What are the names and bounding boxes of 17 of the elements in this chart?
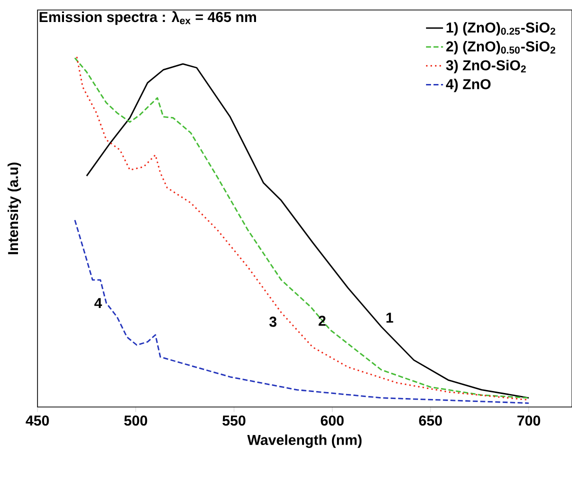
annotation: 3 bbox=[269, 316, 276, 327]
x-tick-label: 550 bbox=[222, 416, 246, 426]
legend-label: 3) ZnO-SiO$_{2}$ bbox=[446, 60, 526, 74]
annotation: 1 bbox=[386, 312, 394, 323]
legend-label: 2) (ZnO)$_{0.50}$-SiO$_{2}$ bbox=[446, 40, 556, 54]
legend-label: 4) ZnO bbox=[446, 78, 491, 92]
x-tick-label: 600 bbox=[320, 416, 344, 426]
annotation: 4 bbox=[94, 298, 102, 308]
x-tick-label: 450 bbox=[26, 416, 49, 426]
y-axis-title: Intensity (a.u) bbox=[8, 162, 21, 254]
x-tick-label: 700 bbox=[517, 416, 540, 426]
legend-label: 1) (ZnO)$_{0.25}$-SiO$_{2}$ bbox=[446, 22, 556, 36]
x-tick-label: 650 bbox=[419, 416, 442, 426]
annotation: 2 bbox=[318, 316, 326, 326]
x-tick-label: 500 bbox=[124, 416, 148, 426]
x-axis-title: Wavelength (nm) bbox=[247, 434, 362, 448]
chart-title: Emission spectra : λ$_{ex}$ = 465 nm bbox=[40, 11, 256, 25]
